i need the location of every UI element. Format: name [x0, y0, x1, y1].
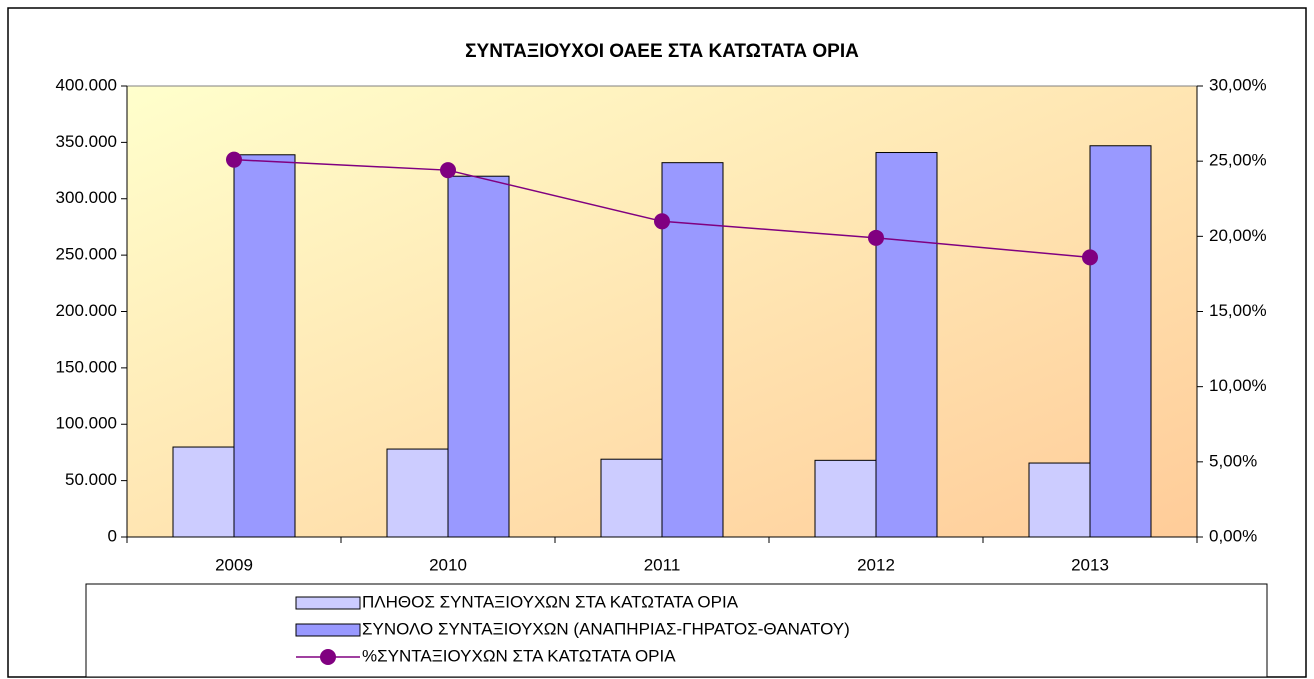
legend-swatch — [295, 623, 361, 637]
y2-tick-label: 15,00% — [1209, 301, 1267, 320]
legend-label: ΠΛΗΘΟΣ ΣΥΝΤΑΞΙΟΥΧΩΝ ΣΤΑ ΚΑΤΩΤΑΤΑ ΟΡΙΑ — [362, 592, 739, 611]
bar — [386, 448, 449, 538]
y-tick-label: 0 — [108, 526, 117, 545]
line-marker — [226, 151, 242, 168]
legend — [85, 583, 1268, 678]
legend-swatch-marker — [320, 649, 336, 665]
bar — [1089, 145, 1152, 538]
legend-swatch — [295, 596, 361, 610]
legend-label: ΣΥΝΟΛΟ ΣΥΝΤΑΞΙΟΥΧΩΝ (ΑΝΑΠΗΡΙΑΣ-ΓΗΡΑΤΟΣ-Θ… — [362, 619, 850, 638]
x-tick-label: 2009 — [215, 555, 253, 574]
x-tick-label: 2010 — [429, 555, 467, 574]
y-tick-label: 250.000 — [56, 245, 117, 264]
y-tick-label: 200.000 — [56, 301, 117, 320]
legend-label: %ΣΥΝΤΑΞΙΟΥΧΩΝ ΣΤΑ ΚΑΤΩΤΑΤΑ ΟΡΙΑ — [362, 646, 676, 665]
x-tick-label: 2013 — [1071, 555, 1109, 574]
y2-tick-label: 10,00% — [1209, 376, 1267, 395]
line-marker — [868, 229, 884, 246]
line-marker — [1082, 249, 1098, 266]
y-tick-label: 150.000 — [56, 357, 117, 376]
bar — [875, 152, 938, 538]
line-marker — [440, 162, 456, 179]
y-tick-label: 300.000 — [56, 188, 117, 207]
chart-title: ΣΥΝΤΑΞΙΟΥΧΟΙ ΟΑΕΕ ΣΤΑ ΚΑΤΩΤΑΤΑ ΟΡΙΑ — [465, 41, 859, 62]
y-tick-label: 350.000 — [56, 132, 117, 151]
line-marker — [654, 213, 670, 230]
bar — [814, 459, 877, 538]
bar — [233, 154, 296, 538]
y-tick-label: 50.000 — [65, 470, 117, 489]
y-tick-label: 400.000 — [56, 75, 117, 94]
y2-tick-label: 0,00% — [1209, 526, 1257, 545]
y2-tick-label: 5,00% — [1209, 451, 1257, 470]
y2-tick-label: 30,00% — [1209, 75, 1267, 94]
bar — [447, 175, 510, 538]
y2-tick-label: 20,00% — [1209, 226, 1267, 245]
bar — [661, 162, 724, 538]
bar — [172, 446, 235, 538]
y2-tick-label: 25,00% — [1209, 151, 1267, 170]
bar — [600, 458, 663, 538]
y-tick-label: 100.000 — [56, 414, 117, 433]
x-tick-label: 2011 — [644, 555, 681, 574]
x-tick-label: 2012 — [857, 555, 895, 574]
bar — [1028, 462, 1091, 538]
